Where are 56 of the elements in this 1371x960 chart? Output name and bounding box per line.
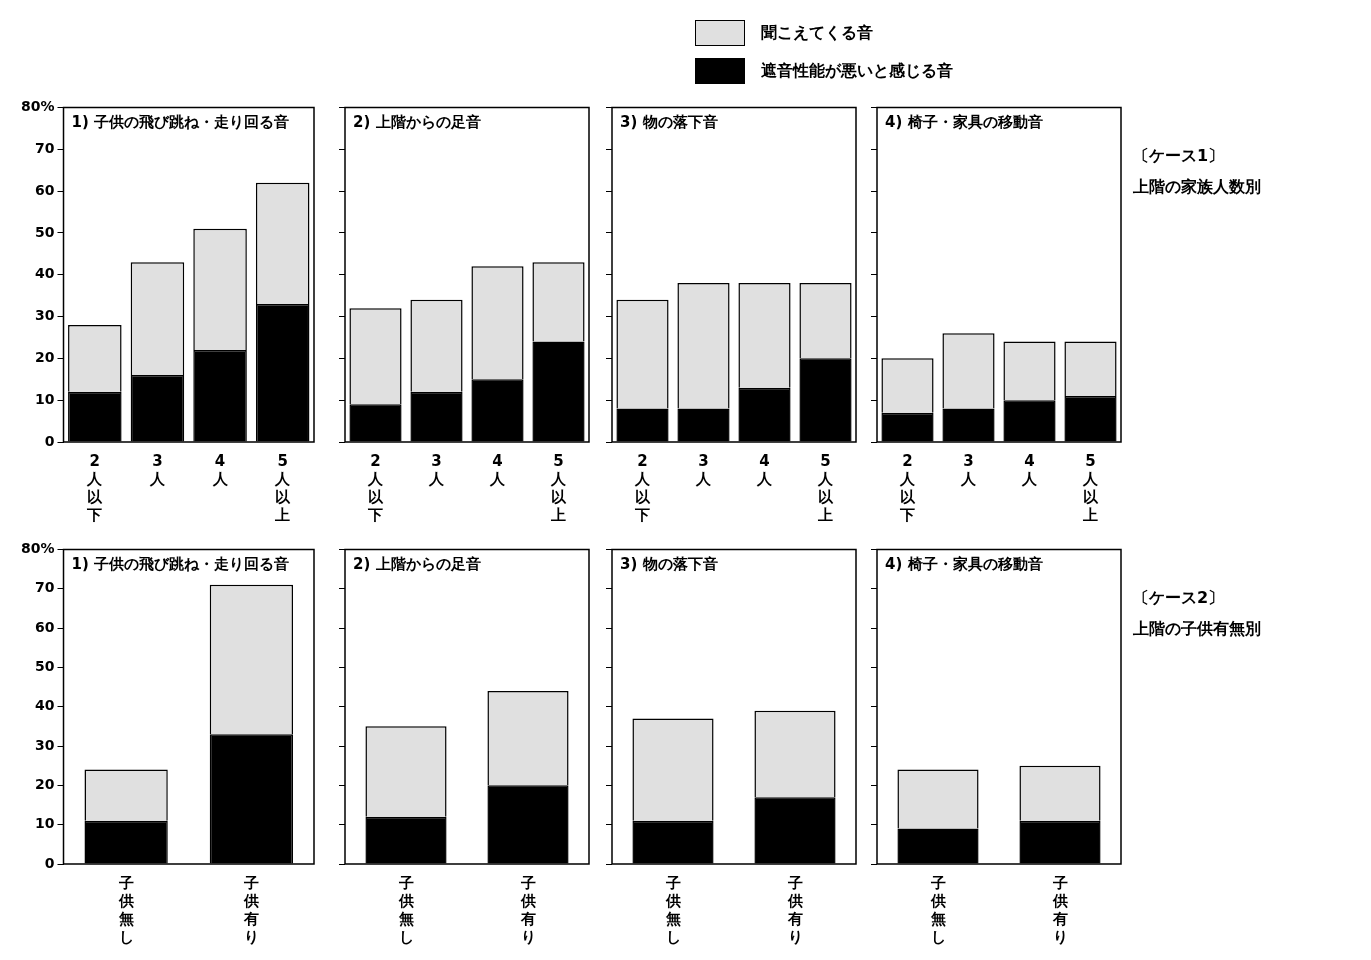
y-tick-label: 0	[44, 854, 55, 871]
chart-title: 1) 子供の飛び跳ね・走り回る音	[71, 112, 290, 131]
x-tick-label: 5人以上	[550, 451, 567, 524]
y-tick-label: 60	[35, 181, 55, 198]
y-tick-label: 20	[35, 775, 55, 792]
x-tick-label: 子供無し	[664, 873, 681, 946]
x-tick-label: 5人以上	[274, 451, 292, 524]
y-tick-label: 30	[35, 307, 55, 324]
x-tick-label: 5人以上	[1082, 451, 1099, 524]
x-tick-label: 4人	[489, 451, 506, 488]
x-tick-label: 3人	[428, 451, 445, 488]
y-tick-label: 80%	[20, 98, 55, 115]
text: 上階の家族人数別	[1133, 177, 1261, 198]
chart-title: 3) 物の落下音	[620, 112, 718, 131]
x-tick-label: 3人	[960, 451, 977, 488]
text: 〔ケース2〕	[1133, 588, 1226, 609]
x-tick-label: 2人以下	[634, 451, 651, 524]
chart-title: 4) 椅子・家具の移動音	[885, 112, 1043, 131]
chart-title: 3) 物の落下音	[620, 554, 718, 573]
x-tick-label: 子供有り	[519, 873, 536, 946]
y-tick-label: 0	[44, 432, 55, 449]
x-tick-label: 2人以下	[367, 451, 384, 524]
x-tick-label: 子供無し	[929, 873, 946, 946]
x-tick-label: 子供無し	[397, 873, 414, 946]
x-tick-label: 3人	[148, 451, 166, 488]
y-tick-label: 10	[35, 815, 55, 832]
x-tick-label: 子供有り	[242, 873, 259, 946]
text: 上階の子供有無別	[1133, 619, 1261, 640]
y-tick-label: 50	[35, 658, 55, 675]
y-tick-label: 40	[35, 265, 55, 282]
y-tick-label: 80%	[20, 540, 55, 557]
x-tick-label: 2人以下	[86, 451, 104, 524]
x-tick-label: 子供有り	[1051, 873, 1068, 946]
chart-title: 1) 子供の飛び跳ね・走り回る音	[71, 554, 290, 573]
y-tick-label: 40	[35, 697, 55, 714]
y-tick-label: 70	[35, 139, 55, 156]
x-tick-label: 子供有り	[786, 873, 803, 946]
y-tick-label: 30	[35, 736, 55, 753]
y-tick-label: 10	[35, 390, 55, 407]
x-tick-label: 5人以上	[817, 451, 834, 524]
y-tick-label: 20	[35, 348, 55, 365]
text: 〔ケース1〕	[1133, 146, 1226, 167]
x-tick-label: 子供無し	[117, 873, 134, 946]
legend-label: 聞こえてくる音	[761, 22, 873, 44]
x-tick-label: 4人	[1021, 451, 1038, 488]
x-tick-label: 3人	[695, 451, 712, 488]
y-tick-label: 60	[35, 618, 55, 635]
chart-title: 2) 上階からの足音	[353, 554, 481, 573]
y-tick-label: 50	[35, 223, 55, 240]
x-tick-label: 4人	[211, 451, 229, 488]
x-tick-label: 4人	[756, 451, 773, 488]
x-tick-label: 2人以下	[899, 451, 916, 524]
chart-title: 2) 上階からの足音	[353, 112, 481, 131]
legend-label: 遮音性能が悪いと感じる音	[761, 60, 953, 82]
y-tick-label: 70	[35, 579, 55, 596]
chart-title: 4) 椅子・家具の移動音	[885, 554, 1043, 573]
